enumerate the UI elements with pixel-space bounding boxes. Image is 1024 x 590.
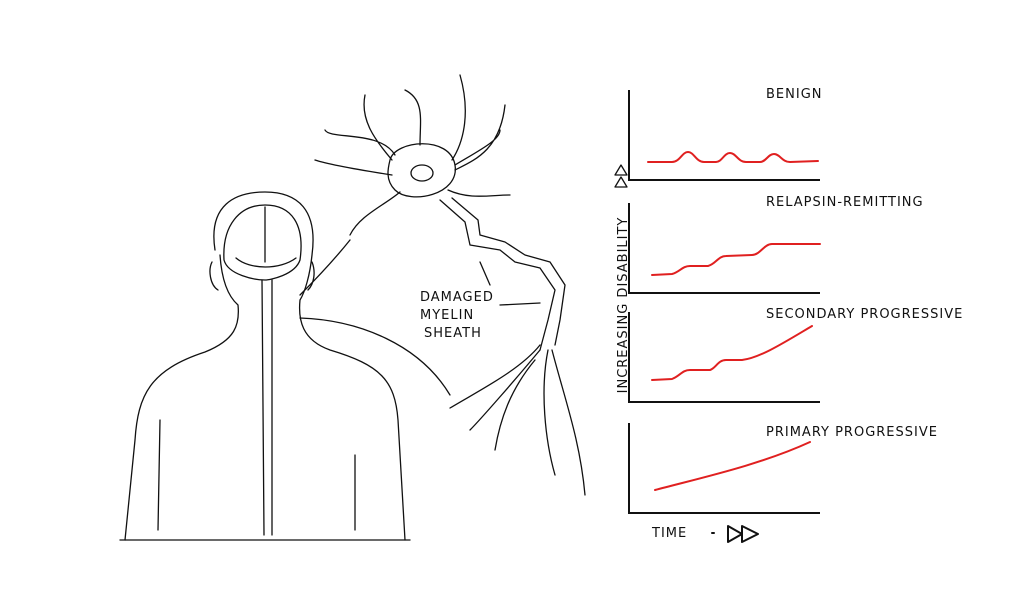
annotation-line: SHEATH: [424, 326, 482, 341]
forward-arrows: [711, 525, 759, 543]
annotation-line: DAMAGED: [420, 290, 494, 305]
up-arrows: [614, 164, 628, 188]
panel-title: SECONDARY PROGRESSIVE: [766, 307, 963, 322]
panel: BENIGN: [628, 87, 823, 181]
annotation-line: MYELIN: [420, 308, 474, 323]
panel-title: RELAPSIN-REMITTING: [766, 195, 924, 210]
person-sketch: [119, 191, 411, 541]
x-axis-label: TIME: [651, 526, 687, 541]
panel: PRIMARY PROGRESSIVE: [628, 423, 938, 514]
panel: SECONDARY PROGRESSIVE: [628, 307, 963, 403]
panel-title: BENIGN: [766, 87, 823, 102]
panel: RELAPSIN-REMITTING: [628, 195, 924, 294]
neuron-sketch: [299, 74, 586, 496]
y-axis-label: INCREASING DISABILITY: [616, 217, 631, 394]
panel-title: PRIMARY PROGRESSIVE: [766, 425, 938, 440]
